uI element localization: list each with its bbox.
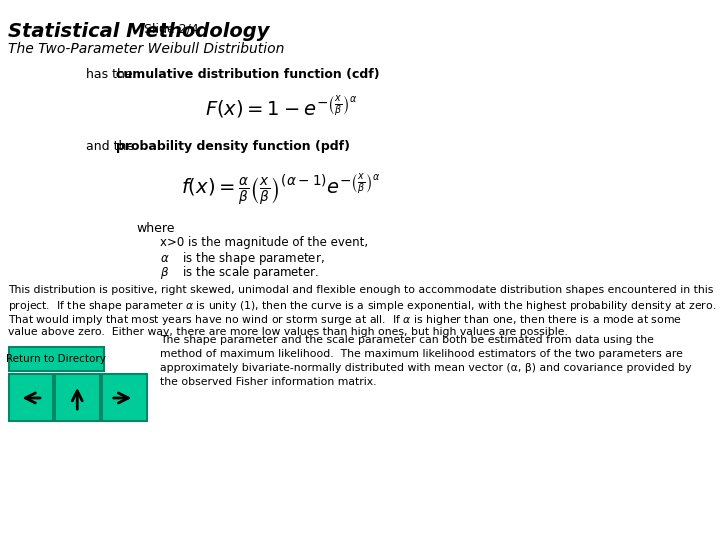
- Text: The Two-Parameter Weibull Distribution: The Two-Parameter Weibull Distribution: [8, 42, 284, 56]
- Text: the observed Fisher information matrix.: the observed Fisher information matrix.: [160, 377, 377, 387]
- Text: project.  If the shape parameter $\alpha$ is unity (1), then the curve is a simp: project. If the shape parameter $\alpha$…: [8, 299, 716, 313]
- Text: cumulative distribution function (cdf): cumulative distribution function (cdf): [115, 68, 379, 81]
- Text: $F(x)  =  1 - e^{-\left(\frac{x}{\beta}\right)^{\alpha}}$: $F(x) = 1 - e^{-\left(\frac{x}{\beta}\ri…: [204, 95, 357, 121]
- Text: $\beta$    is the scale parameter.: $\beta$ is the scale parameter.: [160, 264, 319, 281]
- Text: probability density function (pdf): probability density function (pdf): [115, 140, 349, 153]
- Text: $f(x)  =  \frac{\alpha}{\beta}\left(\frac{x}{\beta}\right)^{(\alpha-1)} e^{-\lef: $f(x) = \frac{\alpha}{\beta}\left(\frac{…: [181, 172, 381, 208]
- Text: This distribution is positive, right skewed, unimodal and flexible enough to acc: This distribution is positive, right ske…: [8, 285, 714, 295]
- FancyBboxPatch shape: [102, 374, 147, 421]
- Text: x>0 is the magnitude of the event,: x>0 is the magnitude of the event,: [160, 236, 368, 249]
- Text: method of maximum likelihood.  The maximum likelihood estimators of the two para: method of maximum likelihood. The maximu…: [160, 349, 683, 359]
- Text: approximately bivariate-normally distributed with mean vector (α, β) and covaria: approximately bivariate-normally distrib…: [160, 363, 691, 373]
- Text: $\alpha$    is the shape parameter,: $\alpha$ is the shape parameter,: [160, 250, 325, 267]
- Text: and the: and the: [86, 140, 138, 153]
- Text: value above zero.  Either way, there are more low values than high ones, but hig: value above zero. Either way, there are …: [8, 327, 567, 337]
- Text: The shape parameter and the scale parameter can both be estimated from data usin: The shape parameter and the scale parame…: [160, 335, 654, 345]
- FancyBboxPatch shape: [9, 374, 53, 421]
- Text: Slide 2/4: Slide 2/4: [145, 22, 199, 35]
- Text: has the: has the: [86, 68, 137, 81]
- Text: where: where: [137, 222, 175, 235]
- Text: That would imply that most years have no wind or storm surge at all.  If $\alpha: That would imply that most years have no…: [8, 313, 682, 327]
- FancyBboxPatch shape: [9, 347, 104, 371]
- Text: Statistical Methodology: Statistical Methodology: [8, 22, 269, 41]
- FancyBboxPatch shape: [55, 374, 100, 421]
- Text: Return to Directory: Return to Directory: [6, 354, 106, 364]
